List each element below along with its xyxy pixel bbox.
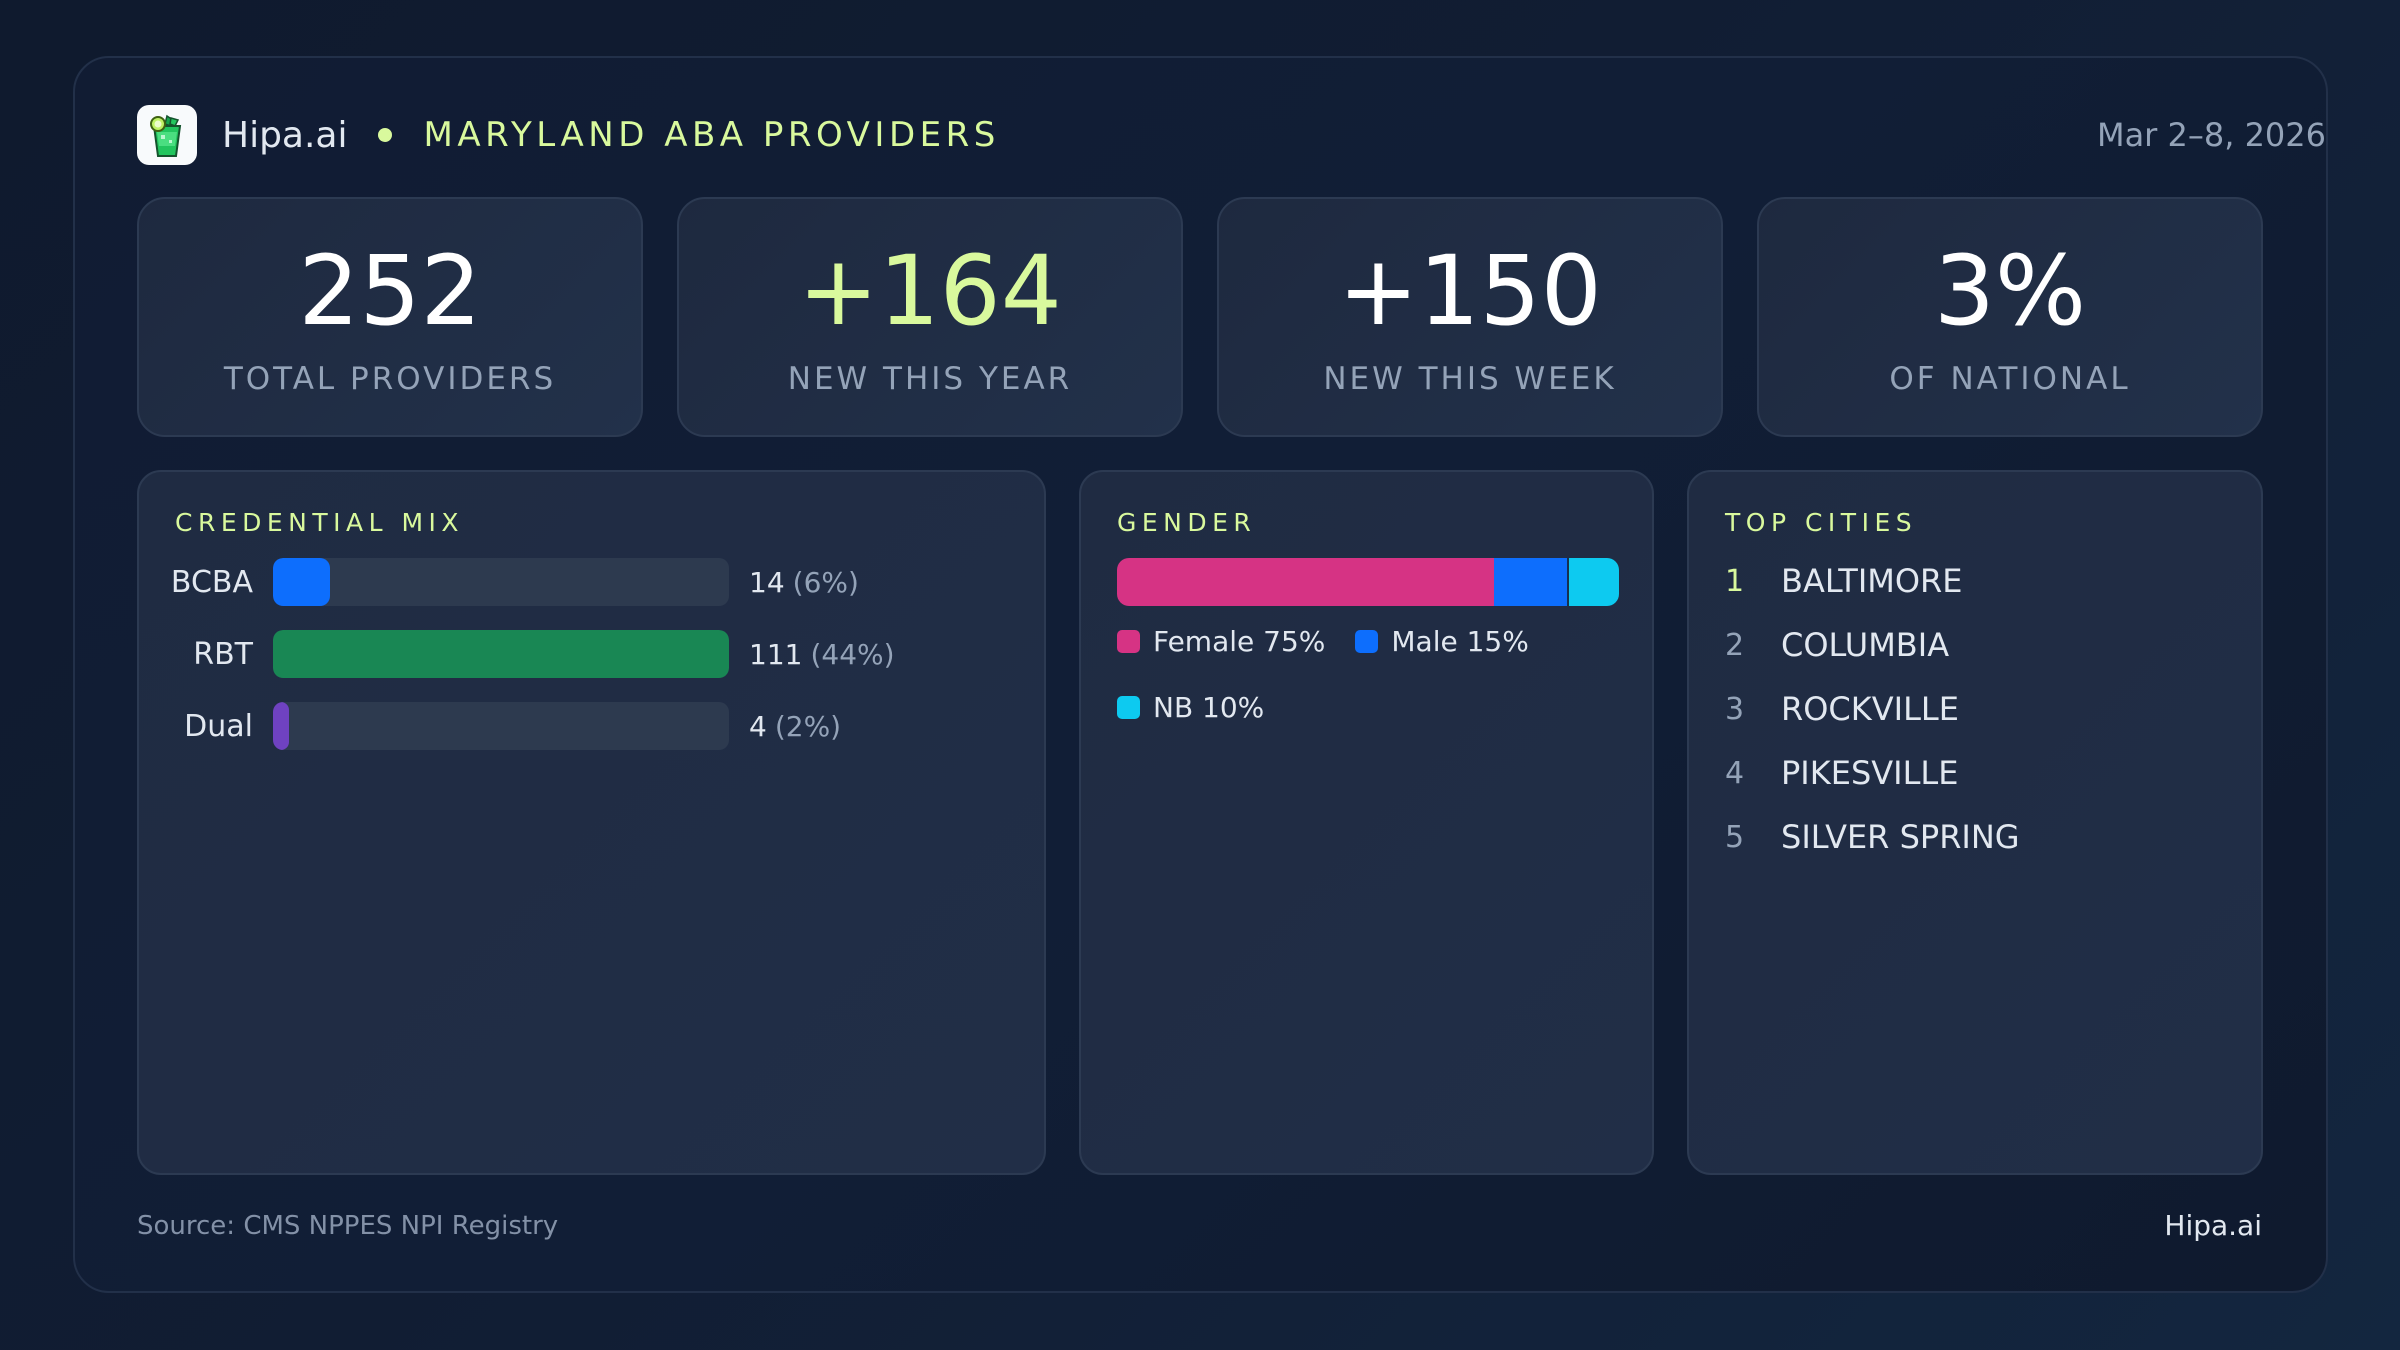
stat-card-total-providers: 252 TOTAL PROVIDERS xyxy=(137,197,643,437)
credential-count: 111 xyxy=(749,637,803,671)
city-row: 4 PIKESVILLE xyxy=(1725,748,1958,798)
legend-item-nb: NB 10% xyxy=(1117,674,1637,740)
top-cities-panel: TOP CITIES 1 BALTIMORE 2 COLUMBIA 3 ROCK… xyxy=(1687,470,2263,1175)
logo xyxy=(137,105,197,165)
credential-bar-fill xyxy=(273,702,290,750)
credential-label: RBT xyxy=(193,636,253,672)
credential-bar-track xyxy=(273,702,729,750)
credential-row-rbt: RBT 111 (44%) xyxy=(139,630,895,678)
credential-mix-panel: CREDENTIAL MIX BCBA 14 (6%) RBT 111 (44%) … xyxy=(137,470,1046,1175)
credential-value: 4 (2%) xyxy=(749,710,841,743)
stats-row: 252 TOTAL PROVIDERS +164 NEW THIS YEAR +… xyxy=(137,197,2263,437)
city-rank: 2 xyxy=(1725,627,1745,663)
credential-label: Dual xyxy=(184,708,253,744)
credential-pct: (44%) xyxy=(810,637,895,671)
gender-segment-male xyxy=(1493,558,1569,606)
gender-panel: GENDER Female 75% Male 15% NB 10% xyxy=(1079,470,1654,1175)
city-name: ROCKVILLE xyxy=(1781,690,1959,728)
page-title: MARYLAND ABA PROVIDERS xyxy=(423,115,1000,155)
gender-stacked-bar xyxy=(1117,558,1619,606)
credential-bar-track xyxy=(273,630,729,678)
city-name: BALTIMORE xyxy=(1781,562,1963,600)
stat-label: TOTAL PROVIDERS xyxy=(223,361,557,397)
stat-card-new-this-week: +150 NEW THIS WEEK xyxy=(1217,197,1723,437)
separator-dot xyxy=(377,128,392,142)
stat-value: 252 xyxy=(298,235,482,347)
credential-pct: (6%) xyxy=(792,565,859,599)
stat-value: +150 xyxy=(1338,235,1602,347)
date-range: Mar 2–8, 2026 xyxy=(2096,116,2326,154)
legend-swatch xyxy=(1355,629,1379,653)
mojito-glass-icon xyxy=(150,114,182,157)
credential-bar-fill xyxy=(273,630,729,678)
header: Hipa.ai MARYLAND ABA PROVIDERS Mar 2–8, … xyxy=(137,105,2326,165)
city-row: 1 BALTIMORE xyxy=(1725,556,1963,606)
credential-row-dual: Dual 4 (2%) xyxy=(139,702,841,750)
credential-row-bcba: BCBA 14 (6%) xyxy=(139,558,859,606)
city-name: SILVER SPRING xyxy=(1781,818,2020,856)
source-note: Source: CMS NPPES NPI Registry xyxy=(137,1211,559,1241)
stat-card-of-national: 3% OF NATIONAL xyxy=(1757,197,2263,437)
legend-item-male: Male 15% xyxy=(1355,608,1529,674)
credential-bar-fill xyxy=(273,558,331,606)
city-rank: 5 xyxy=(1725,819,1745,855)
gender-segment-female xyxy=(1117,558,1494,606)
city-name: PIKESVILLE xyxy=(1781,754,1959,792)
brand-name: Hipa.ai xyxy=(222,114,348,156)
footer-brand: Hipa.ai xyxy=(2164,1209,2262,1242)
stat-label: NEW THIS YEAR xyxy=(787,361,1073,397)
stat-value: 3% xyxy=(1933,235,2087,347)
credential-value: 111 (44%) xyxy=(749,638,895,671)
city-rank: 3 xyxy=(1725,691,1745,727)
credential-value: 14 (6%) xyxy=(749,566,859,599)
legend-label: NB 10% xyxy=(1153,690,1265,724)
panel-title: GENDER xyxy=(1117,508,1257,537)
city-rank: 1 xyxy=(1725,563,1745,599)
credential-bar-track xyxy=(273,558,729,606)
city-name: COLUMBIA xyxy=(1781,626,1950,664)
panel-title: TOP CITIES xyxy=(1725,508,1918,537)
legend-label: Female 75% xyxy=(1153,624,1326,658)
stat-card-new-this-year: +164 NEW THIS YEAR xyxy=(677,197,1183,437)
stat-value: +164 xyxy=(798,235,1062,347)
stat-label: OF NATIONAL xyxy=(1889,361,2131,397)
gender-legend: Female 75% Male 15% NB 10% xyxy=(1117,608,1637,740)
city-row: 5 SILVER SPRING xyxy=(1725,812,2020,862)
panel-title: CREDENTIAL MIX xyxy=(175,508,465,537)
city-row: 3 ROCKVILLE xyxy=(1725,684,1959,734)
credential-count: 14 xyxy=(749,565,785,599)
credential-label: BCBA xyxy=(170,564,253,600)
credential-count: 4 xyxy=(749,709,767,743)
legend-swatch xyxy=(1117,695,1140,719)
city-rank: 4 xyxy=(1725,755,1745,791)
legend-item-female: Female 75% xyxy=(1117,608,1325,674)
gender-segment-nb xyxy=(1568,558,1619,606)
legend-label: Male 15% xyxy=(1391,624,1529,658)
credential-pct: (2%) xyxy=(774,709,842,743)
city-row: 2 COLUMBIA xyxy=(1725,620,1949,670)
legend-swatch xyxy=(1117,629,1140,653)
stat-label: NEW THIS WEEK xyxy=(1323,361,1617,397)
